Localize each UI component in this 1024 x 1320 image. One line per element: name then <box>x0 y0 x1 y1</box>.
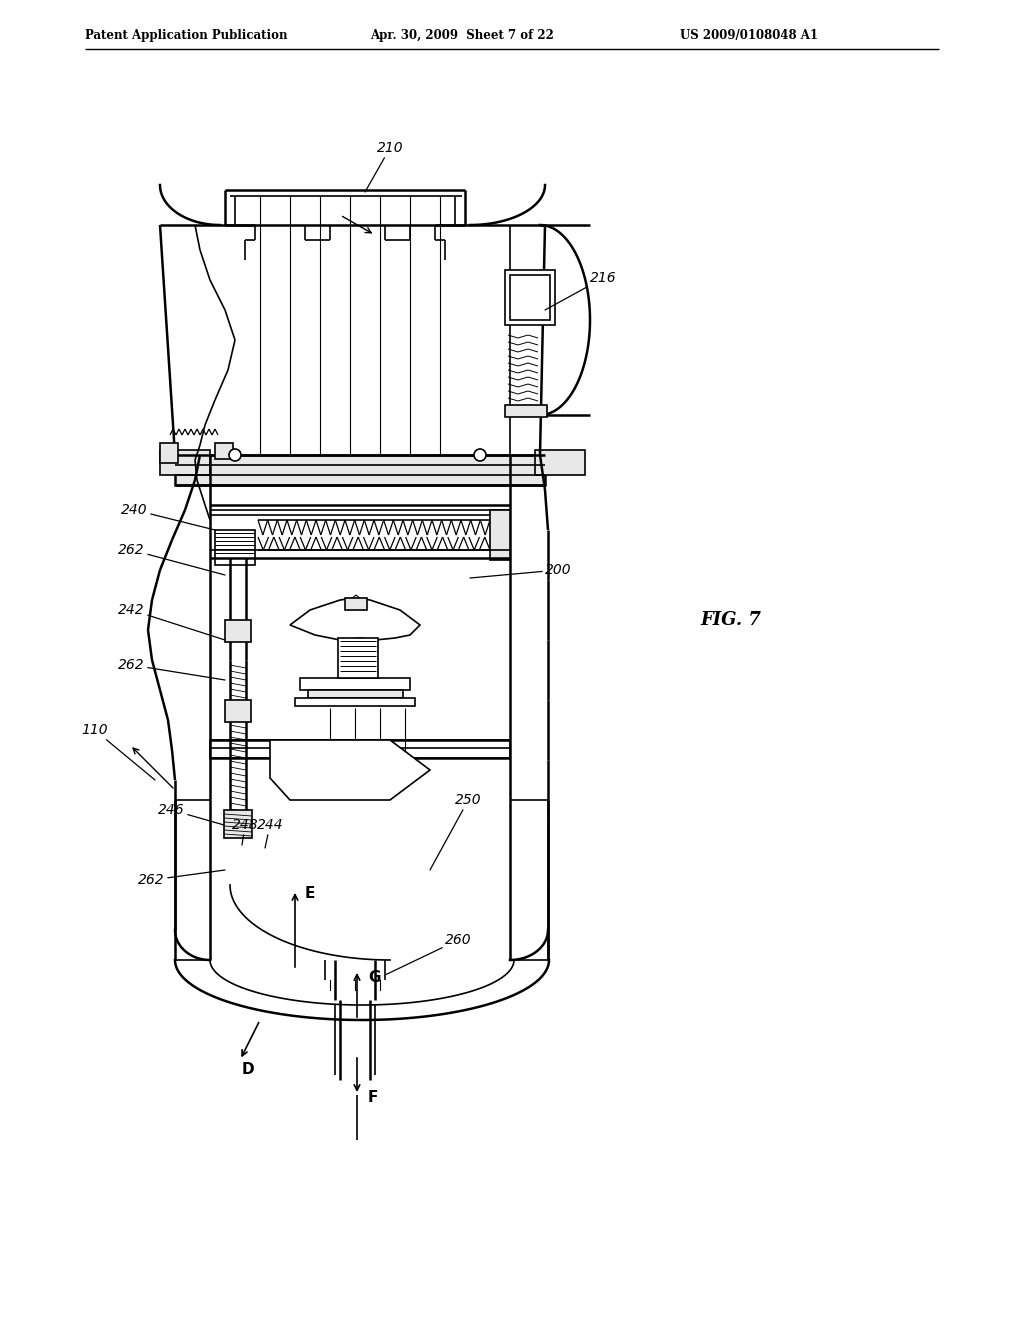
Bar <box>160 444 178 463</box>
Bar <box>160 450 210 475</box>
Text: 240: 240 <box>122 503 215 531</box>
Text: FIG. 7: FIG. 7 <box>700 611 761 630</box>
Bar <box>215 444 233 459</box>
Bar <box>308 690 403 698</box>
Bar <box>535 450 585 475</box>
Bar <box>210 741 510 758</box>
Polygon shape <box>290 598 420 640</box>
Polygon shape <box>350 595 362 605</box>
Bar <box>224 810 252 838</box>
Bar <box>215 531 255 565</box>
Bar <box>295 698 415 706</box>
Text: 262: 262 <box>119 657 225 680</box>
Bar <box>505 405 547 417</box>
Bar <box>510 275 550 319</box>
Text: Apr. 30, 2009  Sheet 7 of 22: Apr. 30, 2009 Sheet 7 of 22 <box>370 29 554 41</box>
Text: US 2009/0108048 A1: US 2009/0108048 A1 <box>680 29 818 41</box>
Text: 262: 262 <box>138 870 225 887</box>
Text: 248: 248 <box>231 818 258 845</box>
Text: 200: 200 <box>470 564 571 578</box>
Bar <box>338 638 378 678</box>
Text: 216: 216 <box>545 271 616 310</box>
Bar <box>345 598 367 610</box>
Circle shape <box>229 449 241 461</box>
Circle shape <box>474 449 486 461</box>
Bar <box>175 455 545 484</box>
Text: Patent Application Publication: Patent Application Publication <box>85 29 288 41</box>
Text: 210: 210 <box>365 141 403 191</box>
Text: E: E <box>305 886 315 900</box>
Text: F: F <box>368 1090 379 1106</box>
Bar <box>225 700 251 722</box>
Text: D: D <box>242 1063 254 1077</box>
Bar <box>300 678 410 690</box>
Text: 262: 262 <box>119 543 225 576</box>
Text: 242: 242 <box>119 603 225 640</box>
Text: 244: 244 <box>257 818 284 847</box>
Bar <box>225 620 251 642</box>
Polygon shape <box>270 741 430 800</box>
Text: 110: 110 <box>81 723 155 780</box>
Text: G: G <box>368 970 381 986</box>
Bar <box>490 510 510 560</box>
Bar <box>505 271 555 325</box>
Text: 246: 246 <box>159 803 224 825</box>
Text: 250: 250 <box>430 793 481 870</box>
Text: 260: 260 <box>385 933 472 975</box>
